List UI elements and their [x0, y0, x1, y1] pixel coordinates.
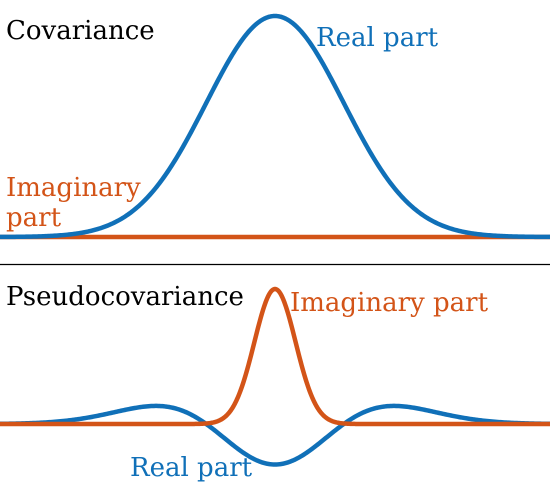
- covariance-title: Covariance: [6, 16, 155, 46]
- covariance-real-curve: [0, 13, 550, 240]
- covariance-real-label: Real part: [316, 23, 439, 53]
- pseudocovariance-title: Pseudocovariance: [6, 282, 244, 312]
- pseudocovariance-panel: Pseudocovariance Imaginary part Real par…: [0, 282, 550, 483]
- covariance-imaginary-label-line2: part: [6, 203, 62, 233]
- pseudocovariance-imaginary-curve: [0, 286, 550, 427]
- covariance-imaginary-label-line1: Imaginary: [6, 173, 141, 203]
- pseudocovariance-real-label: Real part: [130, 453, 253, 483]
- pseudocovariance-imaginary-label: Imaginary part: [290, 288, 489, 318]
- pseudocovariance-real-curve: [0, 403, 550, 467]
- covariance-panel: Covariance Real part Imaginary part: [0, 13, 550, 240]
- covariance-imaginary-label: Imaginary part: [6, 173, 149, 233]
